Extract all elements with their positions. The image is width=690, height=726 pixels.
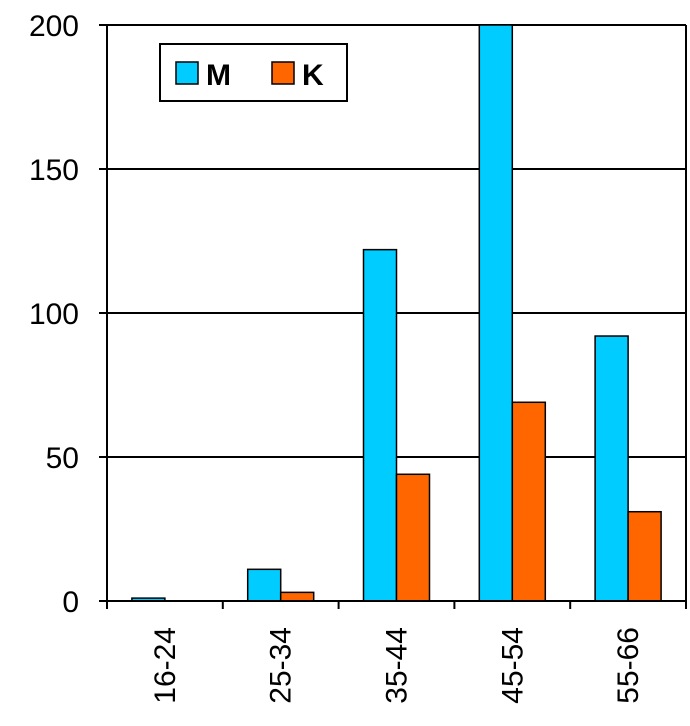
x-tick-label-16-24: 16-24 bbox=[149, 627, 182, 704]
bar-m-35-44 bbox=[362, 248, 398, 602]
y-tick-label-0: 0 bbox=[62, 586, 79, 619]
tick-labels: 0 50 100 150 200 16-24 25-34 35-44 45-54 55-66 bbox=[29, 10, 645, 704]
bar-k-35-44 bbox=[395, 473, 431, 602]
legend-swatch-m bbox=[175, 61, 199, 85]
y-tick-label-150: 150 bbox=[29, 154, 79, 187]
legend-label-m: M bbox=[206, 59, 231, 92]
y-tick-label-200: 200 bbox=[29, 10, 79, 43]
x-tick-label-25-34: 25-34 bbox=[265, 627, 298, 704]
bar-m-45-54 bbox=[478, 24, 514, 602]
bar-k-45-54 bbox=[511, 401, 547, 602]
x-tick-label-45-54: 45-54 bbox=[496, 627, 529, 704]
x-tick-label-55-66: 55-66 bbox=[612, 627, 645, 704]
axes bbox=[99, 24, 687, 609]
bar-m-25-34 bbox=[246, 568, 282, 602]
bar-m-55-66 bbox=[594, 335, 629, 602]
legend-swatch-k bbox=[271, 61, 295, 85]
bar-k-55-66 bbox=[627, 510, 662, 602]
y-tick-label-50: 50 bbox=[46, 442, 79, 475]
x-tick-label-35-44: 35-44 bbox=[381, 627, 414, 704]
bars bbox=[131, 24, 662, 602]
y-tick-label-100: 100 bbox=[29, 298, 79, 331]
legend-label-k: K bbox=[302, 59, 324, 92]
bar-k-25-34 bbox=[279, 591, 315, 602]
